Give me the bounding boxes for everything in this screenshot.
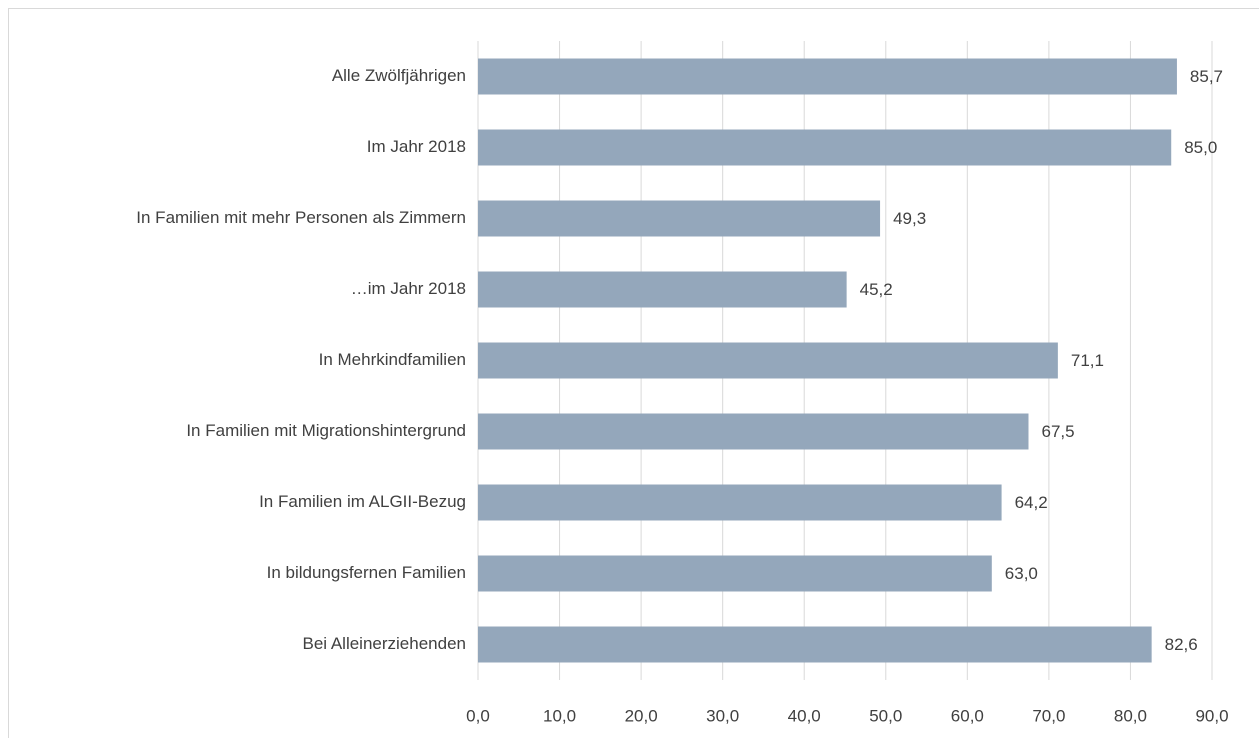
x-tick-label: 40,0 — [788, 706, 821, 725]
x-tick-label: 80,0 — [1114, 706, 1147, 725]
data-label: 85,7 — [1190, 67, 1223, 86]
y-tick-label: …im Jahr 2018 — [351, 279, 466, 298]
data-label: 63,0 — [1005, 564, 1038, 583]
bar — [478, 58, 1177, 95]
bar — [478, 484, 1002, 521]
bar — [478, 626, 1152, 663]
y-tick-label: In bildungsfernen Familien — [267, 563, 466, 582]
x-tick-label: 60,0 — [951, 706, 984, 725]
bar — [478, 555, 992, 592]
y-tick-label: In Familien mit mehr Personen als Zimmer… — [136, 208, 466, 227]
x-tick-label: 90,0 — [1195, 706, 1228, 725]
x-tick-label: 0,0 — [466, 706, 490, 725]
bar — [478, 129, 1172, 166]
y-tick-label: In Mehrkindfamilien — [319, 350, 466, 369]
bar — [478, 271, 847, 308]
x-tick-label: 50,0 — [869, 706, 902, 725]
bar — [478, 200, 881, 237]
x-tick-label: 30,0 — [706, 706, 739, 725]
y-tick-label: In Familien im ALGII-Bezug — [259, 492, 466, 511]
data-label: 85,0 — [1184, 138, 1217, 157]
bar — [478, 342, 1058, 379]
data-label: 67,5 — [1042, 422, 1075, 441]
y-tick-label: In Familien mit Migrationshintergrund — [186, 421, 466, 440]
x-tick-label: 70,0 — [1032, 706, 1065, 725]
data-label: 49,3 — [893, 209, 926, 228]
data-label: 45,2 — [860, 280, 893, 299]
data-label: 82,6 — [1165, 635, 1198, 654]
bar — [478, 413, 1029, 450]
x-tick-label: 10,0 — [543, 706, 576, 725]
y-tick-label: Bei Alleinerziehenden — [302, 634, 466, 653]
data-label: 71,1 — [1071, 351, 1104, 370]
chart-border — [8, 8, 1259, 738]
x-tick-label: 20,0 — [625, 706, 658, 725]
y-tick-label: Im Jahr 2018 — [367, 137, 466, 156]
y-tick-label: Alle Zwölfjährigen — [332, 66, 466, 85]
data-label: 64,2 — [1015, 493, 1048, 512]
